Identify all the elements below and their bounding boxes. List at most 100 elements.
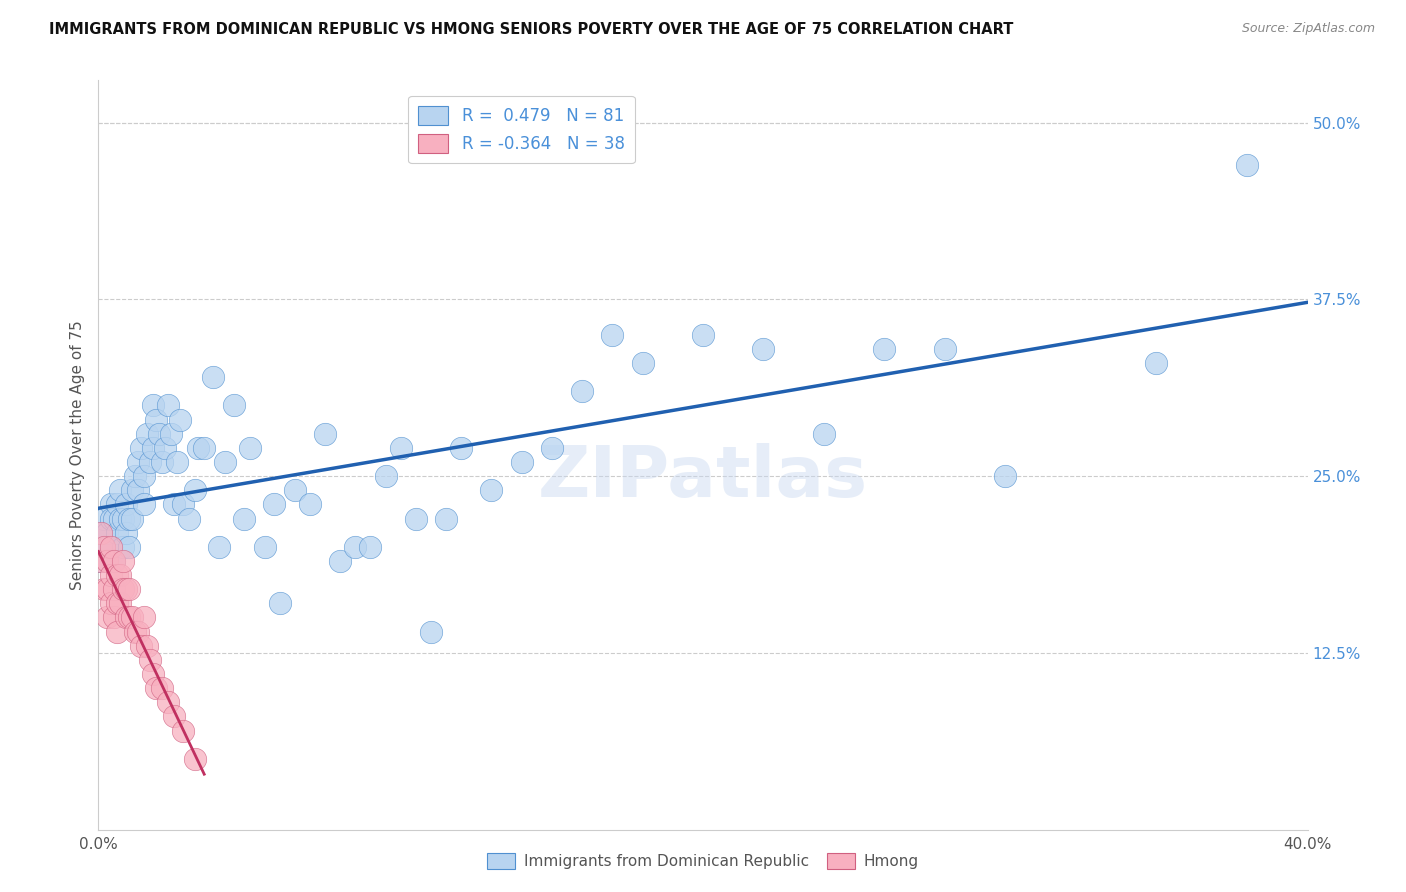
Point xyxy=(90,525,112,540)
Point xyxy=(127,455,149,469)
Point xyxy=(1236,158,1258,172)
Point xyxy=(344,540,367,554)
Point xyxy=(163,497,186,511)
Point xyxy=(124,624,146,639)
Point xyxy=(118,582,141,597)
Point xyxy=(121,610,143,624)
Point xyxy=(111,511,134,525)
Point xyxy=(129,639,152,653)
Point xyxy=(100,497,122,511)
Point xyxy=(100,540,122,554)
Point xyxy=(1144,356,1167,370)
Point xyxy=(269,596,291,610)
Point xyxy=(100,568,122,582)
Point xyxy=(96,525,118,540)
Point xyxy=(105,497,128,511)
Point xyxy=(139,653,162,667)
Point xyxy=(150,681,173,696)
Point xyxy=(224,399,246,413)
Point xyxy=(121,483,143,498)
Point xyxy=(481,483,503,498)
Point xyxy=(239,441,262,455)
Point xyxy=(214,455,236,469)
Text: IMMIGRANTS FROM DOMINICAN REPUBLIC VS HMONG SENIORS POVERTY OVER THE AGE OF 75 C: IMMIGRANTS FROM DOMINICAN REPUBLIC VS HM… xyxy=(49,22,1014,37)
Point xyxy=(360,540,382,554)
Point xyxy=(127,624,149,639)
Point xyxy=(105,525,128,540)
Point xyxy=(90,525,112,540)
Point xyxy=(540,441,562,455)
Point xyxy=(132,469,155,483)
Point xyxy=(129,441,152,455)
Point xyxy=(121,511,143,525)
Point xyxy=(108,483,131,498)
Point xyxy=(90,554,112,568)
Point xyxy=(187,441,209,455)
Point xyxy=(193,441,215,455)
Point xyxy=(142,667,165,681)
Point xyxy=(103,554,125,568)
Point xyxy=(184,483,207,498)
Point xyxy=(208,540,231,554)
Point xyxy=(100,596,122,610)
Point xyxy=(752,342,775,356)
Point xyxy=(169,412,191,426)
Point xyxy=(142,441,165,455)
Point xyxy=(93,511,115,525)
Point xyxy=(114,610,136,624)
Point xyxy=(135,426,157,441)
Point xyxy=(103,610,125,624)
Point xyxy=(111,554,134,568)
Point xyxy=(510,455,533,469)
Point xyxy=(934,342,956,356)
Point xyxy=(139,455,162,469)
Point xyxy=(103,582,125,597)
Point xyxy=(132,610,155,624)
Point xyxy=(105,624,128,639)
Point xyxy=(420,624,443,639)
Point xyxy=(100,511,122,525)
Point xyxy=(90,554,112,568)
Point xyxy=(114,582,136,597)
Point xyxy=(153,441,176,455)
Point xyxy=(103,554,125,568)
Point xyxy=(127,483,149,498)
Point xyxy=(284,483,307,498)
Point xyxy=(692,327,714,342)
Point xyxy=(156,399,179,413)
Point xyxy=(135,639,157,653)
Point xyxy=(374,469,396,483)
Point xyxy=(96,540,118,554)
Point xyxy=(111,582,134,597)
Point xyxy=(172,497,194,511)
Point xyxy=(631,356,654,370)
Point xyxy=(405,511,427,525)
Point xyxy=(994,469,1017,483)
Point xyxy=(156,695,179,709)
Point xyxy=(145,412,167,426)
Legend: R =  0.479   N = 81, R = -0.364   N = 38: R = 0.479 N = 81, R = -0.364 N = 38 xyxy=(409,96,634,163)
Point xyxy=(105,568,128,582)
Point xyxy=(103,511,125,525)
Point xyxy=(142,399,165,413)
Point xyxy=(263,497,285,511)
Text: ZIPatlas: ZIPatlas xyxy=(538,443,868,512)
Point xyxy=(132,497,155,511)
Point xyxy=(105,596,128,610)
Point xyxy=(602,327,624,342)
Point xyxy=(172,723,194,738)
Point xyxy=(93,540,115,554)
Point xyxy=(299,497,322,511)
Point xyxy=(813,426,835,441)
Point xyxy=(118,540,141,554)
Point xyxy=(873,342,896,356)
Y-axis label: Seniors Poverty Over the Age of 75: Seniors Poverty Over the Age of 75 xyxy=(69,320,84,590)
Point xyxy=(166,455,188,469)
Point xyxy=(96,610,118,624)
Point xyxy=(108,568,131,582)
Point xyxy=(434,511,457,525)
Point xyxy=(108,511,131,525)
Point xyxy=(145,681,167,696)
Point xyxy=(314,426,336,441)
Point xyxy=(124,469,146,483)
